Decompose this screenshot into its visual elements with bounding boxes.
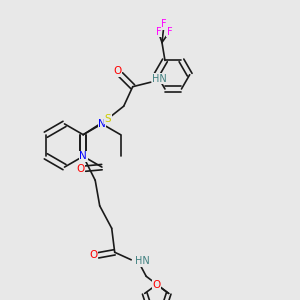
Text: O: O — [153, 280, 161, 290]
Text: O: O — [113, 66, 121, 76]
Text: F: F — [155, 27, 161, 37]
Text: N: N — [98, 119, 106, 129]
Text: N: N — [79, 151, 87, 161]
Text: O: O — [89, 250, 98, 260]
Text: F: F — [167, 27, 172, 37]
Text: HN: HN — [152, 74, 167, 84]
Text: F: F — [161, 20, 167, 29]
Text: O: O — [76, 164, 84, 174]
Text: HN: HN — [135, 256, 150, 266]
Text: S: S — [104, 114, 111, 124]
